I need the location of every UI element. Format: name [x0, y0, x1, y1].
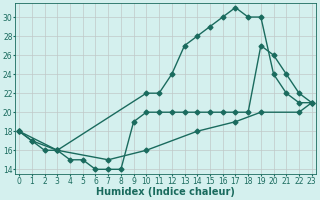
- X-axis label: Humidex (Indice chaleur): Humidex (Indice chaleur): [96, 187, 235, 197]
